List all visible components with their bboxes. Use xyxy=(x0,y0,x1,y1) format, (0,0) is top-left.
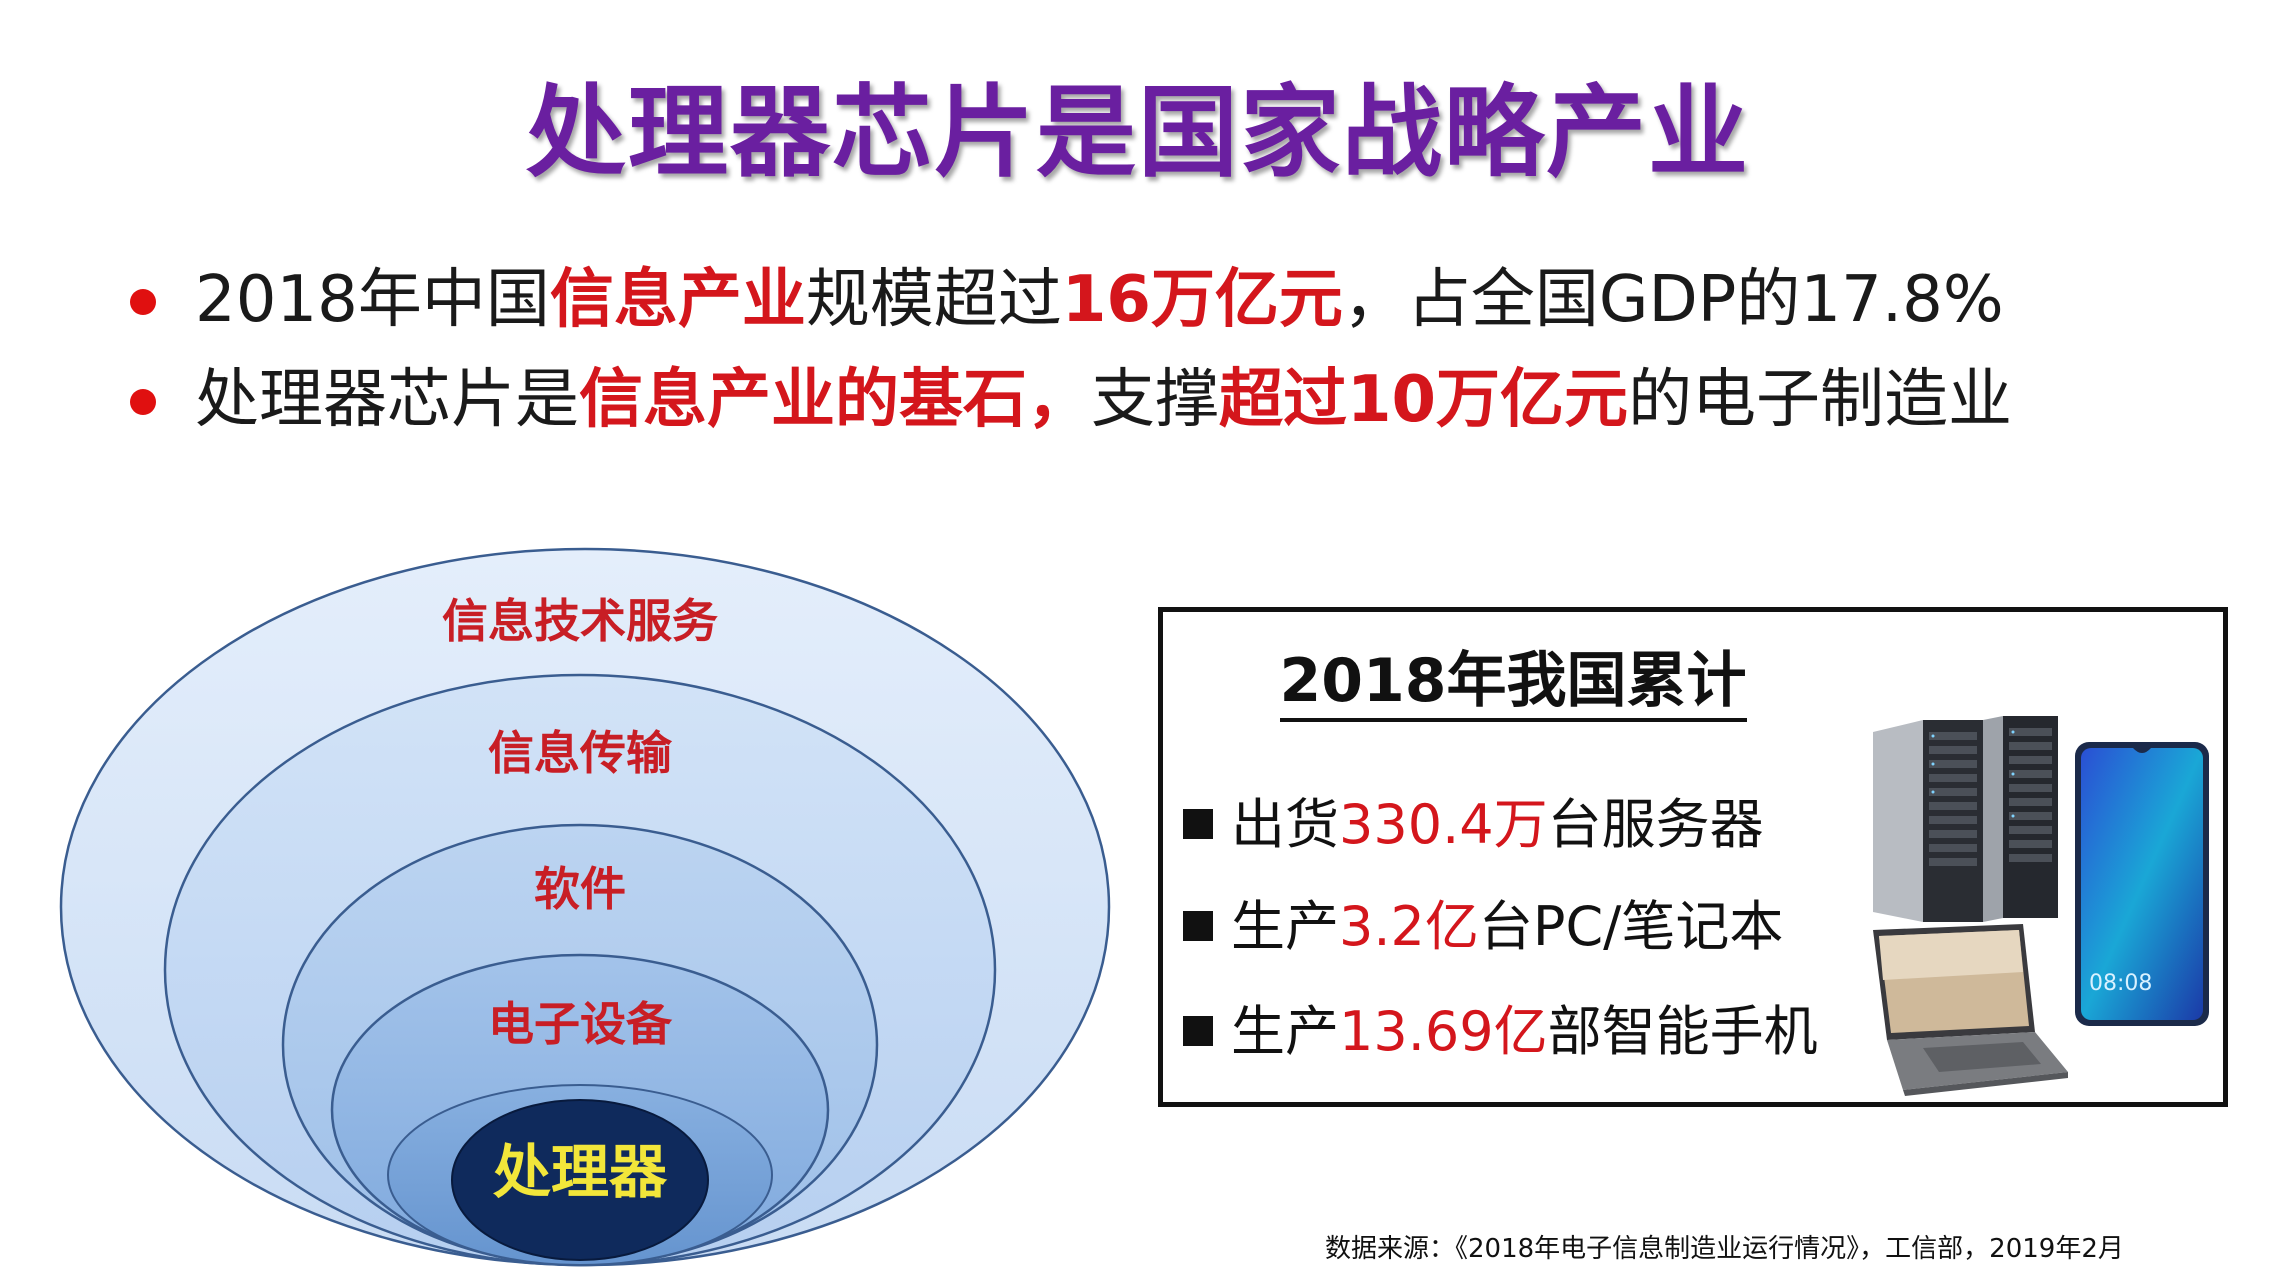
layer-label-transmission: 信息传输 xyxy=(488,726,672,780)
layer-label-software: 软件 xyxy=(534,862,626,916)
core-label-processor: 处理器 xyxy=(492,1138,667,1206)
server-rack-icon xyxy=(1873,716,2058,922)
bullet-text: 的电子制造业 xyxy=(1628,363,2013,437)
layer-label-devices: 电子设备 xyxy=(488,997,672,1051)
phone-clock: 08:08 xyxy=(2089,971,2152,996)
bullet-item: 处理器芯片是信息产业的基石，支撑超过10万亿元的电子制造业 xyxy=(130,350,2230,450)
data-source-note: 数据来源：《2018年电子信息制造业运行情况》，工信部，2019年2月 xyxy=(1325,1234,2124,1264)
layer-ellipses xyxy=(59,547,1111,1267)
stat-item: 生产3.2亿台PC/笔记本 xyxy=(1183,882,1783,961)
bullet-list: 2018年中国信息产业规模超过16万亿元，占全国GDP的17.8% 处理器芯片是… xyxy=(130,250,2230,450)
laptop-icon xyxy=(1873,924,2068,1096)
layer-label-it-services: 信息技术服务 xyxy=(442,594,718,648)
square-bullet-icon xyxy=(1183,911,1213,941)
square-bullet-icon xyxy=(1183,1016,1213,1046)
bullet-text: 处理器芯片是 xyxy=(195,363,579,437)
stat-item: 出货330.4万台服务器 xyxy=(1183,780,1764,859)
smartphone-icon: 08:08 xyxy=(2075,742,2209,1026)
bullet-item: 2018年中国信息产业规模超过16万亿元，占全国GDP的17.8% xyxy=(130,250,2230,350)
bullet-text: ，占全国GDP的17.8% xyxy=(1342,263,2004,337)
page-title: 处理器芯片是国家战略产业 xyxy=(526,74,1750,191)
bullet-highlight: 超过10万亿元 xyxy=(1219,363,1629,437)
stats-title: 2018年我国累计 xyxy=(1163,632,1863,722)
stat-item: 生产13.69亿部智能手机 xyxy=(1183,987,1818,1066)
layer-ellipse-processor xyxy=(451,1099,709,1261)
stats-panel: 2018年我国累计 出货330.4万台服务器 生产3.2亿台PC/笔记本 生产1… xyxy=(1158,607,2228,1107)
bullet-text: 2018年中国 xyxy=(195,263,550,337)
bullet-text: 规模超过 xyxy=(805,263,1062,337)
bullet-dot-icon xyxy=(130,389,156,415)
bullet-text: 支撑 xyxy=(1091,363,1219,437)
bullet-dot-icon xyxy=(130,289,156,315)
bullet-highlight: 信息产业 xyxy=(549,263,806,337)
bullet-highlight: 信息产业的基石， xyxy=(579,363,1091,437)
industry-layer-diagram: 信息技术服务 信息传输 软件 电子设备 处理器 xyxy=(55,545,1115,1275)
bullet-highlight: 16万亿元 xyxy=(1061,263,1343,337)
square-bullet-icon xyxy=(1183,809,1213,839)
